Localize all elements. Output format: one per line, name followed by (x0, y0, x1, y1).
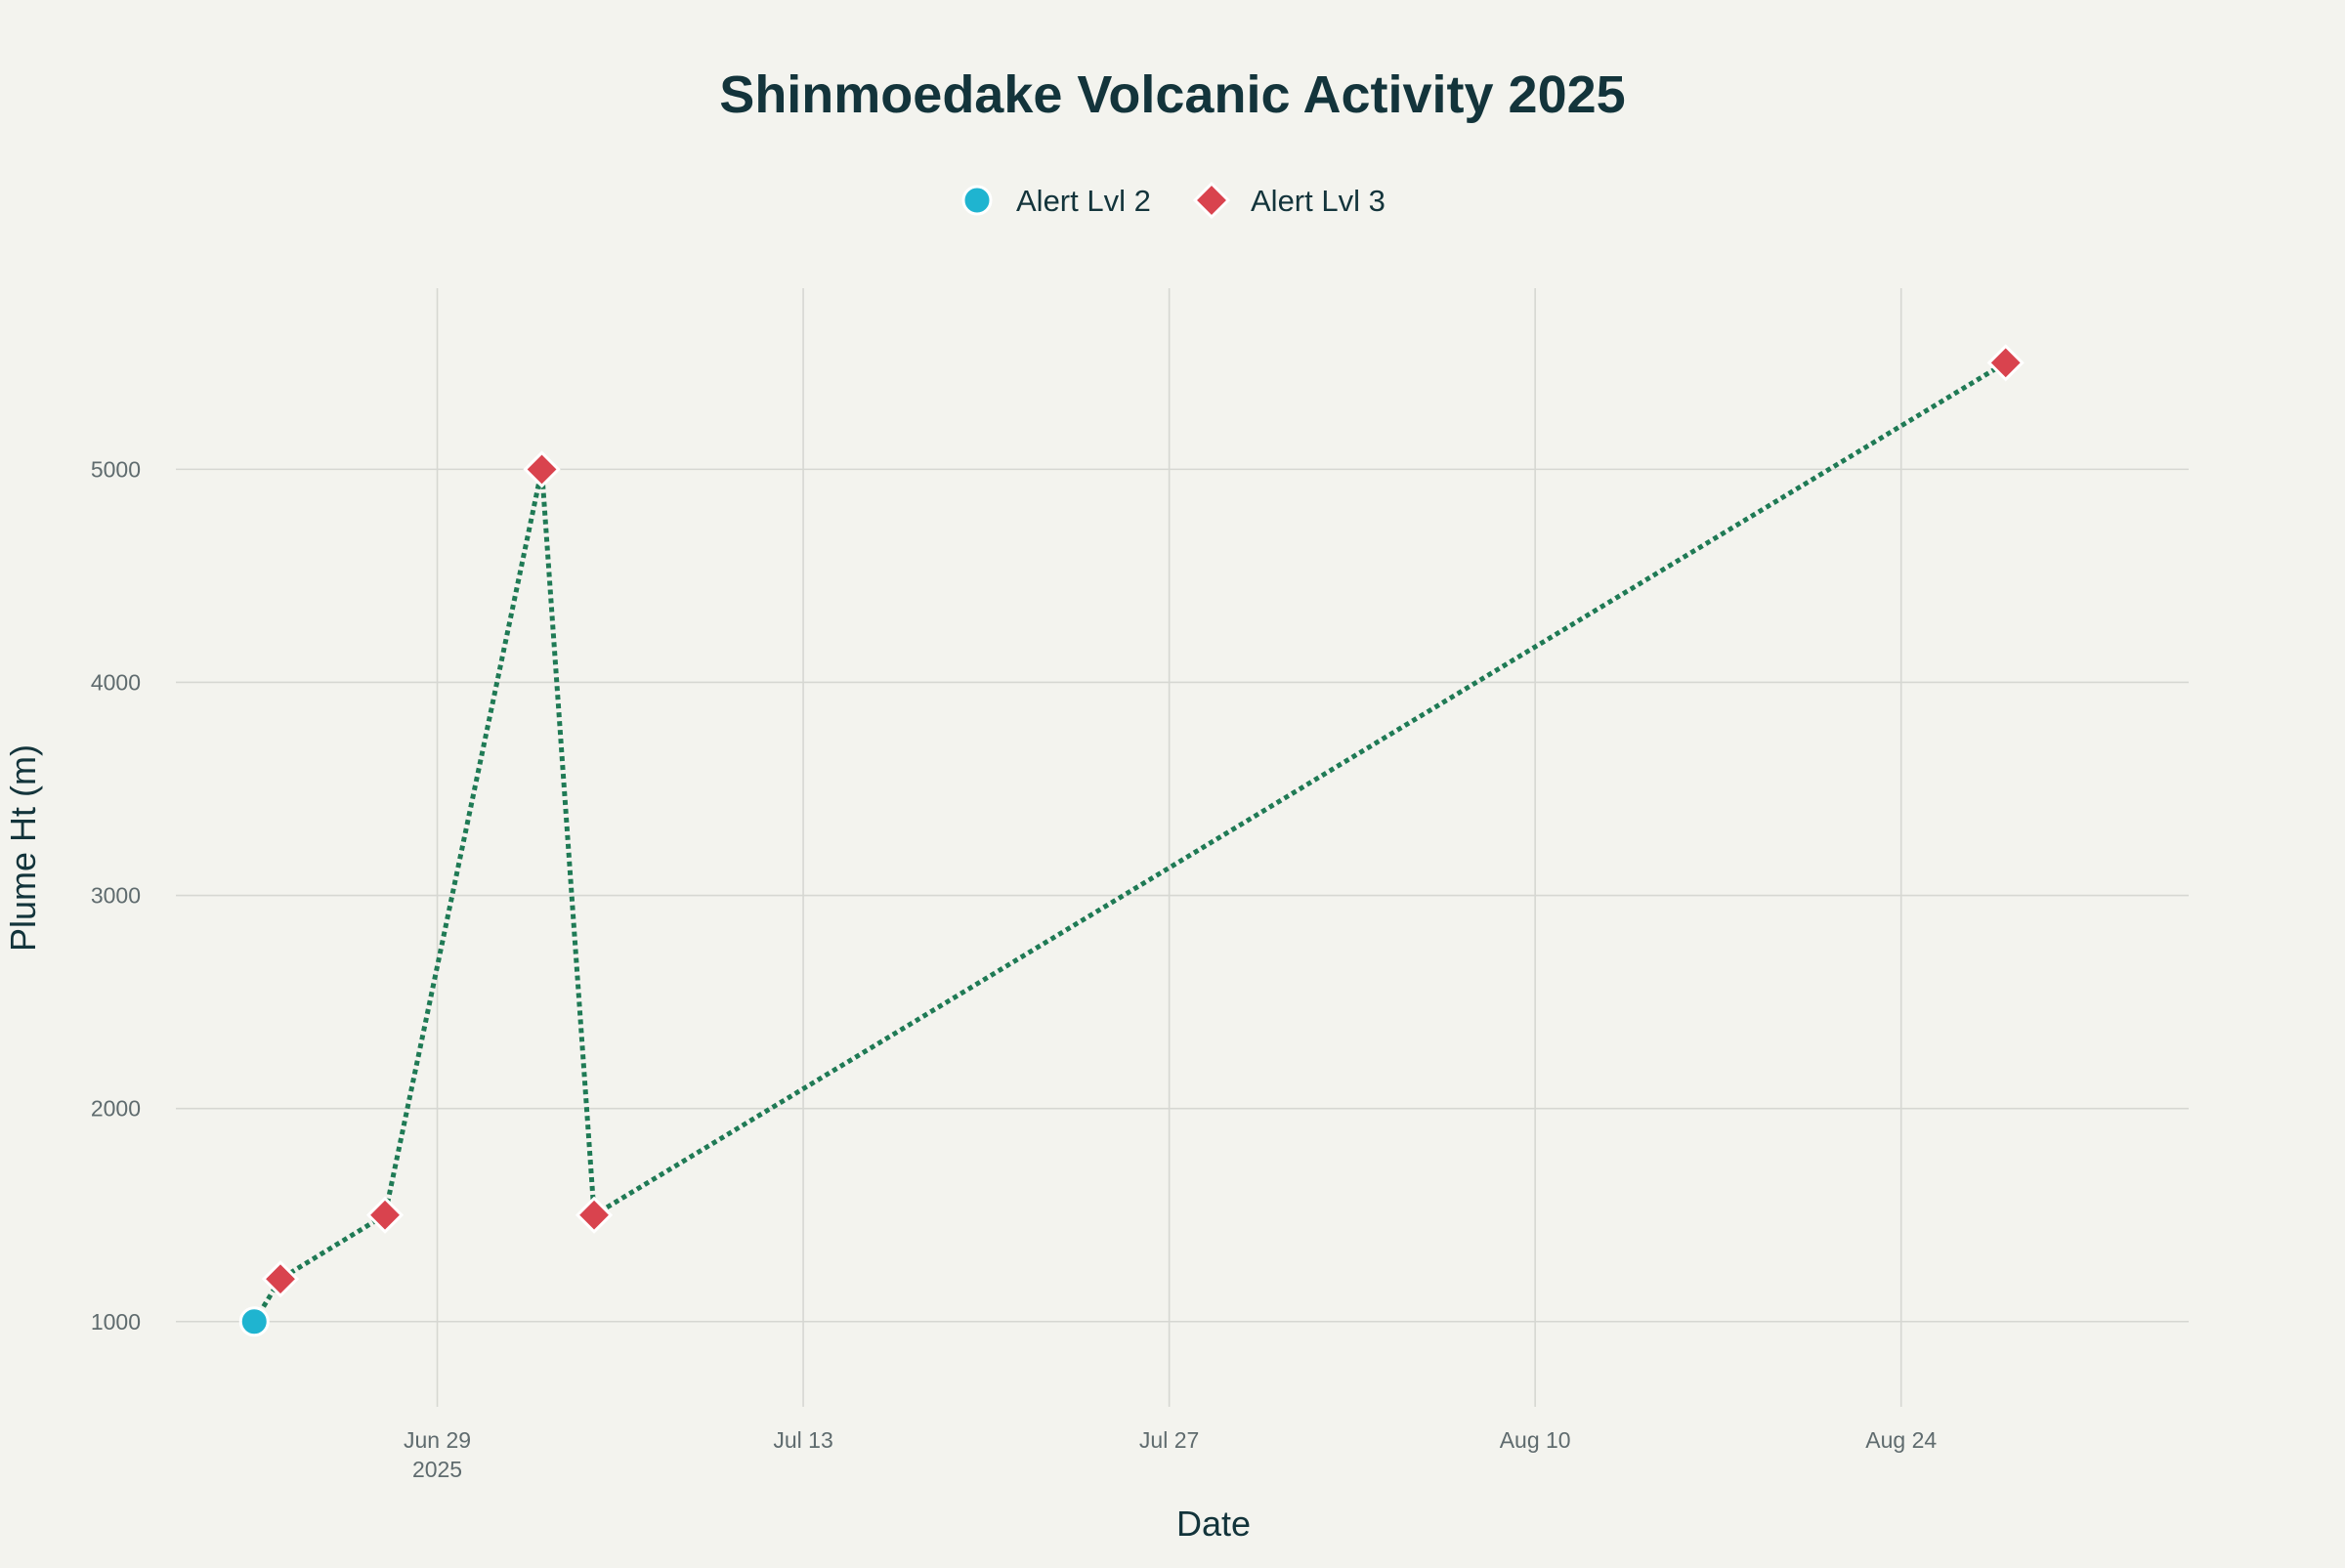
x-tick-label: Aug 10 (1500, 1427, 1571, 1453)
data-point-alert-lvl-3 (575, 1196, 614, 1234)
x-tick-label: Aug 24 (1865, 1427, 1937, 1453)
x-tick-label: Jul 13 (773, 1427, 832, 1453)
y-tick-label: 4000 (91, 669, 141, 695)
legend-label: Alert Lvl 3 (1251, 184, 1386, 218)
data-point-alert-lvl-2 (238, 1306, 270, 1337)
legend[interactable]: Alert Lvl 2 Alert Lvl 3 (961, 181, 1386, 220)
legend-marker (961, 185, 993, 216)
legend-marker (1192, 181, 1231, 220)
x-tick-label: Jun 29 (404, 1427, 471, 1453)
y-tick-label: 2000 (91, 1096, 141, 1122)
y-tick-label: 1000 (91, 1309, 141, 1335)
data-point-alert-lvl-3 (261, 1260, 300, 1298)
y-tick-label: 3000 (91, 883, 141, 909)
chart-title: Shinmoedake Volcanic Activity 2025 (719, 65, 1625, 124)
grid (176, 288, 2189, 1407)
x-tick-sublabel: 2025 (412, 1457, 462, 1482)
legend-label: Alert Lvl 2 (1016, 184, 1151, 218)
connector-lines (252, 360, 2007, 1324)
data-point-alert-lvl-3 (523, 450, 561, 488)
data-markers (238, 344, 2025, 1337)
connector-line (252, 360, 2007, 1324)
x-tick-label: Jul 27 (1139, 1427, 1199, 1453)
y-tick-label: 5000 (91, 456, 141, 482)
y-axis-title: Plume Ht (m) (3, 744, 43, 952)
data-point-alert-lvl-3 (365, 1196, 405, 1234)
data-point-alert-lvl-3 (1986, 344, 2025, 382)
x-axis-title: Date (1176, 1504, 1251, 1544)
axis-ticks: Jun 29 2025 Jul 13 Jul 27 Aug 10 Aug 24 1000 20… (91, 456, 1938, 1482)
